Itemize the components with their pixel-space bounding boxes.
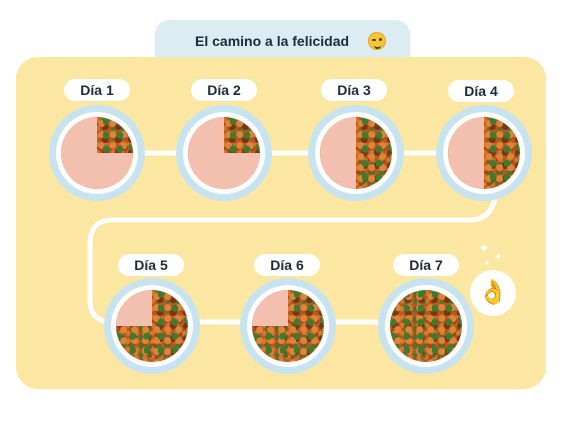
food-mix — [448, 117, 520, 189]
food-mix — [188, 117, 260, 189]
winking-face-icon — [368, 32, 386, 50]
bowl-day-2 — [176, 105, 272, 201]
bowl-day-5 — [104, 278, 200, 374]
previous-food-portion — [188, 117, 260, 189]
food-mix — [390, 290, 462, 362]
bowl-day-1 — [49, 105, 145, 201]
food-mix — [116, 290, 188, 362]
sparkle-icon: ✦ — [483, 258, 491, 268]
food-mix — [252, 290, 324, 362]
title-tab — [155, 20, 410, 64]
day-label-6: Día 6 — [254, 254, 320, 276]
day-label-5: Día 5 — [118, 254, 184, 276]
bowl-day-7 — [378, 278, 474, 374]
previous-food-portion — [448, 117, 520, 189]
previous-food-portion — [320, 117, 392, 189]
day-label-7: Día 7 — [393, 254, 459, 276]
bowl-day-4 — [436, 105, 532, 201]
previous-food-portion — [252, 290, 324, 362]
bowl-day-3 — [308, 105, 404, 201]
previous-food-portion — [116, 290, 188, 362]
day-label-3: Día 3 — [321, 79, 387, 101]
day-label-4: Día 4 — [448, 80, 514, 102]
day-label-1: Día 1 — [64, 79, 130, 101]
ok-hand-icon: 👌 — [470, 270, 516, 316]
sparkle-icon: ✦ — [478, 240, 490, 256]
day-label-2: Día 2 — [191, 79, 257, 101]
page-title: El camino a la felicidad — [195, 33, 350, 49]
bowl-day-6 — [240, 278, 336, 374]
sparkle-icon: ✦ — [494, 252, 503, 263]
previous-food-portion — [61, 117, 133, 189]
food-mix — [61, 117, 133, 189]
food-mix — [320, 117, 392, 189]
